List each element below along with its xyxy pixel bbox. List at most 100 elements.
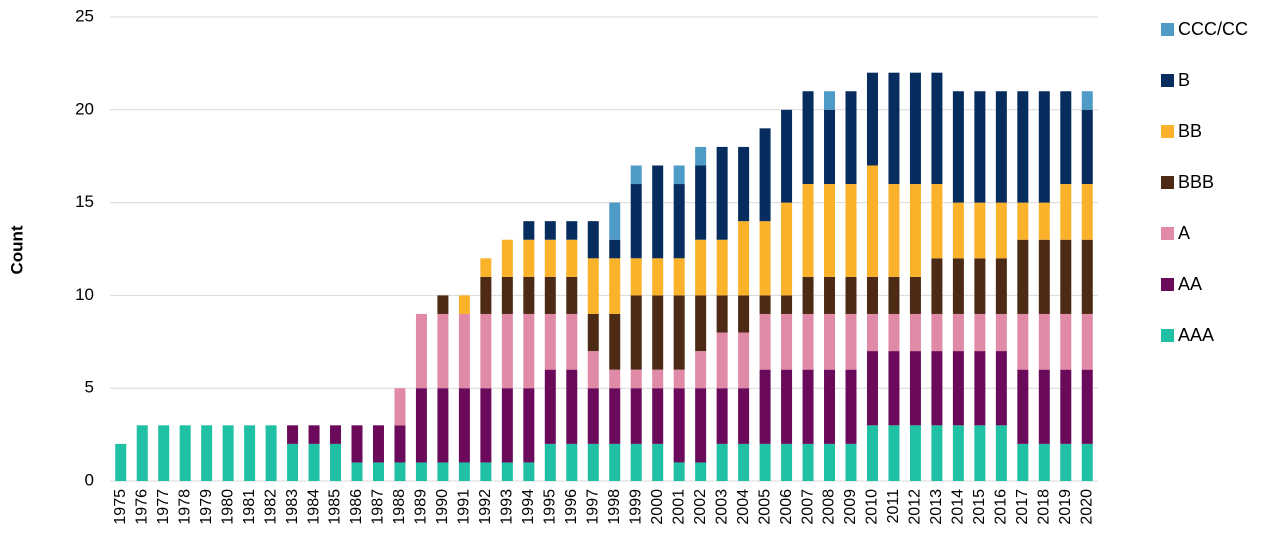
bar-segment <box>759 128 771 222</box>
bar-segment <box>523 221 535 240</box>
bar-segment <box>115 443 127 481</box>
bar-segment <box>1081 239 1093 314</box>
bar-segment <box>824 184 836 277</box>
bar-segment <box>458 462 470 481</box>
bar-segment <box>845 184 857 277</box>
x-tick-label: 2016 <box>993 489 1010 525</box>
bar-segment <box>587 351 599 389</box>
bar-segment <box>952 258 964 314</box>
bar-segment <box>609 239 621 259</box>
legend-label: CCC/CC <box>1178 19 1248 39</box>
bar-segment <box>673 258 685 296</box>
x-tick-label: 1987 <box>370 489 387 525</box>
bar-segment <box>394 462 406 481</box>
bar-segment <box>630 369 642 389</box>
x-tick-label: 2008 <box>821 489 838 525</box>
x-tick-label: 2015 <box>971 489 988 525</box>
bar-segment <box>695 165 707 240</box>
bar-segment <box>974 258 986 314</box>
bar-segment <box>995 351 1007 426</box>
y-tick-label: 15 <box>75 192 94 211</box>
bar-segment <box>888 72 900 185</box>
bar-segment <box>265 425 277 481</box>
bar-segment <box>974 351 986 426</box>
x-tick-label: 1999 <box>627 489 644 525</box>
x-tick-label: 1984 <box>305 489 322 525</box>
bar-segment <box>630 388 642 444</box>
bar-segment <box>781 313 793 370</box>
bar-segment <box>845 369 857 444</box>
bar-segment <box>566 369 578 444</box>
bar-segment <box>824 109 836 185</box>
bar-segment <box>931 258 943 314</box>
bar-segment <box>1081 109 1093 185</box>
bar-segment <box>909 184 921 277</box>
y-tick-label: 25 <box>75 6 94 25</box>
bar-segment <box>781 295 793 314</box>
x-tick-label: 2000 <box>649 489 666 525</box>
bar-segment <box>544 276 556 314</box>
bar-segment <box>759 443 771 481</box>
bar-segment <box>630 443 642 481</box>
bar-segment <box>652 369 664 389</box>
bar-segment <box>931 313 943 352</box>
x-tick-label: 1996 <box>563 489 580 525</box>
bar-segment <box>566 221 578 240</box>
bar-segment <box>952 425 964 481</box>
bar-segment <box>587 258 599 314</box>
x-tick-label: 1980 <box>219 489 236 525</box>
x-tick-label: 1995 <box>542 489 559 525</box>
x-tick-label: 2007 <box>799 489 816 525</box>
x-tick-label: 2001 <box>670 489 687 525</box>
legend-swatch <box>1161 227 1174 240</box>
x-tick-label: 1997 <box>584 489 601 525</box>
bar-segment <box>802 443 814 481</box>
x-tick-label: 1993 <box>499 489 516 525</box>
bar-segment <box>480 276 492 314</box>
legend-label: BB <box>1178 121 1202 141</box>
bar-segment <box>995 425 1007 481</box>
bar-segment <box>1017 202 1029 240</box>
bar-segment <box>781 109 793 203</box>
bar-segment <box>738 221 750 296</box>
bar-segment <box>802 369 814 444</box>
x-tick-label: 1998 <box>606 489 623 525</box>
bar-segment <box>544 221 556 240</box>
bar-segment <box>824 443 836 481</box>
bar-segment <box>1017 443 1029 481</box>
bar-segment <box>652 258 664 296</box>
bar-segment <box>673 295 685 370</box>
bar-segment <box>630 258 642 296</box>
bar-segment <box>866 276 878 314</box>
x-tick-label: 2003 <box>713 489 730 525</box>
legend-swatch <box>1161 125 1174 138</box>
y-tick-label: 10 <box>75 285 94 304</box>
x-tick-label: 2005 <box>756 489 773 525</box>
bar-segment <box>394 388 406 426</box>
bar-segment <box>609 258 621 314</box>
bar-segment <box>759 295 771 314</box>
bar-segment <box>330 443 342 481</box>
bar-segment <box>781 443 793 481</box>
bar-segment <box>931 72 943 185</box>
x-tick-label: 1977 <box>155 489 172 525</box>
bar-segment <box>781 369 793 444</box>
bar-segment <box>802 313 814 370</box>
bar-segment <box>673 462 685 481</box>
bar-segment <box>1060 313 1072 370</box>
legend-label: A <box>1178 223 1190 243</box>
bar-segment <box>437 462 449 481</box>
bar-segment <box>652 295 664 370</box>
x-tick-label: 1986 <box>348 489 365 525</box>
x-tick-label: 2019 <box>1057 489 1074 525</box>
bar-segment <box>738 146 750 222</box>
bar-segment <box>544 239 556 277</box>
bar-segment <box>609 443 621 481</box>
bar-segment <box>974 425 986 481</box>
x-tick-label: 2018 <box>1036 489 1053 525</box>
bar-segment <box>437 313 449 389</box>
bar-segment <box>501 313 513 389</box>
bar-segment <box>909 276 921 314</box>
bar-segment <box>244 425 256 481</box>
bar-segment <box>673 369 685 389</box>
